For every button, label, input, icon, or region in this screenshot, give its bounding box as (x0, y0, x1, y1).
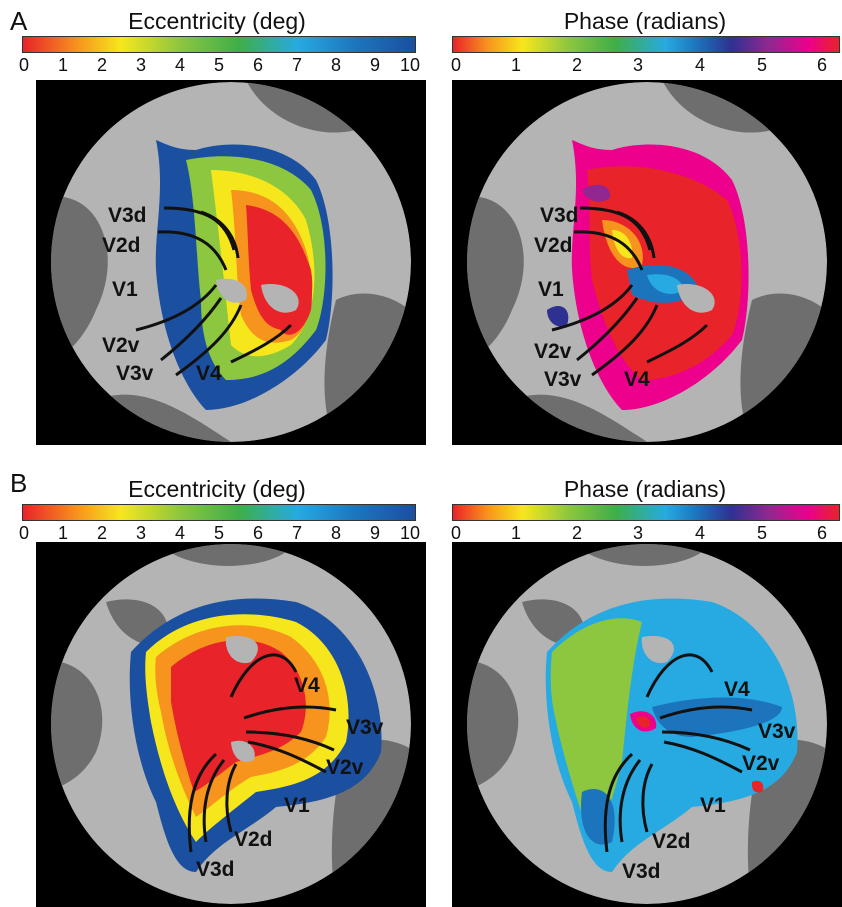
area-label: V2v (326, 756, 364, 779)
tick: 4 (174, 523, 186, 543)
tick: 6 (252, 55, 264, 75)
phase-map-b: V4 V3v V2v V1 V2d V3d (452, 542, 842, 907)
eccentricity-title-b: Eccentricity (deg) (128, 476, 306, 502)
tick: 2 (571, 55, 583, 75)
tick: 1 (510, 55, 522, 75)
panel-label-a: A (10, 6, 28, 36)
tick: 6 (816, 523, 828, 543)
eccentricity-colorbar-a (22, 36, 416, 53)
phase-colorbar-a (452, 36, 840, 53)
tick: 0 (450, 55, 462, 75)
phase-map-a: V3d V2d V1 V2v V3v V4 (452, 80, 842, 445)
tick: 0 (18, 55, 30, 75)
tick: 1 (57, 523, 69, 543)
tick: 5 (756, 523, 768, 543)
eccentricity-map-a: V3d V2d V1 V2v V3v V4 (36, 80, 426, 445)
tick: 5 (213, 523, 225, 543)
tick: 2 (571, 523, 583, 543)
tick: 7 (291, 523, 303, 543)
area-label: V4 (624, 368, 650, 391)
tick: 7 (291, 55, 303, 75)
tick: 10 (399, 55, 421, 75)
panel-label-b: B (10, 468, 28, 498)
area-label: V3v (346, 716, 384, 739)
eccentricity-map-b: V4 V3v V2v V1 V2d V3d (36, 542, 426, 907)
tick: 9 (369, 523, 381, 543)
area-label: V4 (724, 678, 750, 701)
tick: 4 (694, 523, 706, 543)
phase-title-b: Phase (radians) (563, 476, 727, 502)
tick: 2 (96, 523, 108, 543)
area-label: V3v (544, 368, 582, 391)
tick: 3 (135, 55, 147, 75)
area-label: V2d (234, 828, 273, 851)
tick: 3 (632, 55, 644, 75)
area-label: V3v (116, 362, 154, 385)
tick: 6 (816, 55, 828, 75)
eccentricity-title-a: Eccentricity (deg) (128, 8, 306, 34)
area-label: V2d (652, 830, 691, 853)
tick: 3 (135, 523, 147, 543)
area-label: V3d (622, 860, 661, 883)
area-label: V1 (700, 794, 726, 817)
tick: 8 (330, 523, 342, 543)
tick: 5 (213, 55, 225, 75)
eccentricity-colorbar-b (22, 504, 416, 521)
phase-colorbar-b (452, 504, 840, 521)
tick: 8 (330, 55, 342, 75)
area-label: V1 (284, 794, 310, 817)
area-label: V2v (102, 334, 140, 357)
area-label: V1 (112, 278, 138, 301)
tick: 0 (450, 523, 462, 543)
tick: 0 (18, 523, 30, 543)
tick: 10 (399, 523, 421, 543)
tick: 4 (694, 55, 706, 75)
phase-title-a: Phase (radians) (563, 8, 727, 34)
area-label: V2v (534, 340, 572, 363)
tick: 1 (57, 55, 69, 75)
tick: 2 (96, 55, 108, 75)
tick: 5 (756, 55, 768, 75)
area-label: V2d (534, 234, 573, 257)
area-label: V3d (540, 204, 579, 227)
tick: 6 (252, 523, 264, 543)
tick: 9 (369, 55, 381, 75)
area-label: V2d (102, 234, 141, 257)
area-label: V4 (196, 362, 222, 385)
tick: 3 (632, 523, 644, 543)
area-label: V2v (742, 752, 780, 775)
area-label: V3d (108, 204, 147, 227)
tick: 4 (174, 55, 186, 75)
area-label: V3v (758, 720, 796, 743)
tick: 1 (510, 523, 522, 543)
area-label: V1 (538, 278, 564, 301)
area-label: V3d (196, 858, 235, 881)
area-label: V4 (294, 674, 320, 697)
